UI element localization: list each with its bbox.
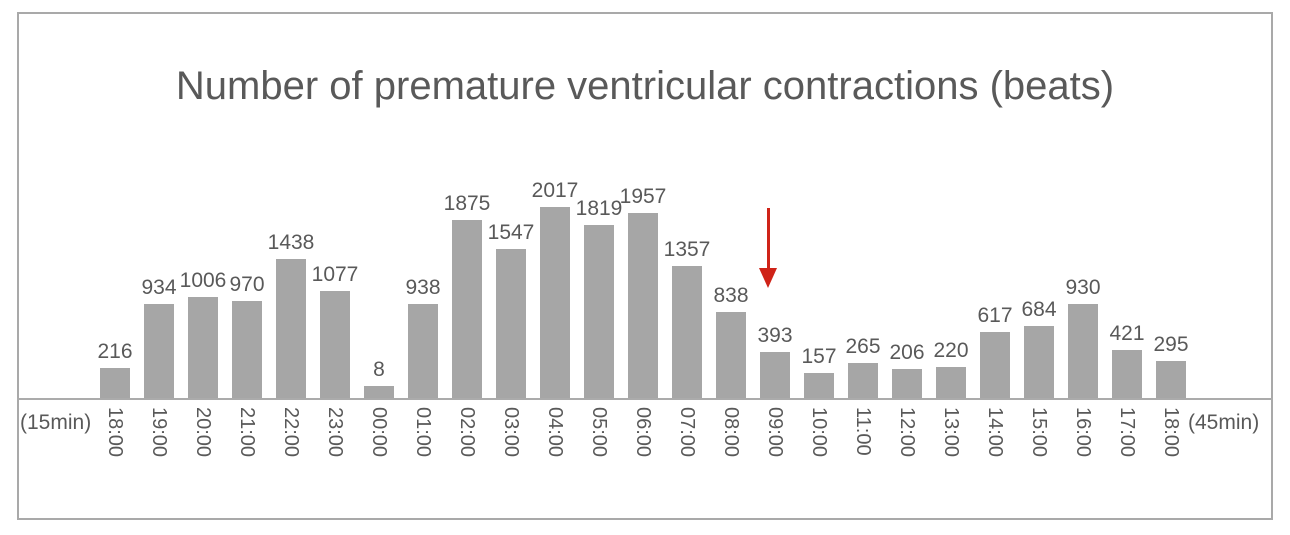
bar bbox=[760, 352, 790, 398]
x-tick-label: 23:00 bbox=[324, 407, 346, 458]
bar-value-label: 393 bbox=[757, 324, 793, 347]
bar bbox=[452, 220, 482, 398]
bar-value-label: 265 bbox=[845, 335, 881, 358]
bar bbox=[276, 259, 306, 398]
bar-value-label: 295 bbox=[1153, 333, 1189, 356]
x-tick-label: 05:00 bbox=[588, 407, 610, 458]
bar bbox=[1068, 304, 1098, 398]
bar bbox=[848, 363, 878, 398]
x-tick-label: 17:00 bbox=[1116, 407, 1138, 458]
bar bbox=[804, 373, 834, 398]
bar-value-label: 970 bbox=[229, 273, 265, 296]
bar bbox=[540, 207, 570, 398]
bar bbox=[584, 225, 614, 398]
chart-title: Number of premature ventricular contract… bbox=[175, 64, 1115, 108]
annotation-arrow-head bbox=[759, 268, 777, 288]
bar-value-label: 157 bbox=[801, 345, 837, 368]
bar bbox=[364, 386, 394, 398]
x-tick-label: 02:00 bbox=[456, 407, 478, 458]
bar-value-label: 1077 bbox=[311, 263, 359, 286]
bar bbox=[672, 266, 702, 398]
x-tick-label: 04:00 bbox=[544, 407, 566, 458]
bar-value-label: 938 bbox=[405, 276, 441, 299]
x-tick-label: 22:00 bbox=[280, 407, 302, 458]
axis-unit-right-label: (45min) bbox=[1188, 411, 1260, 434]
bar-value-label: 1819 bbox=[575, 197, 623, 220]
x-tick-label: 03:00 bbox=[500, 407, 522, 458]
bar-value-label: 220 bbox=[933, 339, 969, 362]
x-tick-label: 09:00 bbox=[764, 407, 786, 458]
x-tick-label: 12:00 bbox=[896, 407, 918, 458]
x-axis-line bbox=[17, 398, 1273, 400]
bar-value-label: 2017 bbox=[531, 179, 579, 202]
x-tick-label: 01:00 bbox=[412, 407, 434, 458]
x-tick-label: 14:00 bbox=[984, 407, 1006, 458]
x-tick-label: 19:00 bbox=[148, 407, 170, 458]
bar-value-label: 1357 bbox=[663, 238, 711, 261]
bar bbox=[716, 312, 746, 398]
x-tick-label: 06:00 bbox=[632, 407, 654, 458]
bar-value-label: 930 bbox=[1065, 276, 1101, 299]
x-tick-label: 18:00 bbox=[1160, 407, 1182, 458]
x-tick-label: 10:00 bbox=[808, 407, 830, 458]
bar bbox=[496, 249, 526, 398]
x-tick-label: 13:00 bbox=[940, 407, 962, 458]
bar bbox=[1156, 361, 1186, 398]
bar bbox=[892, 369, 922, 398]
x-tick-label: 08:00 bbox=[720, 407, 742, 458]
bar-value-label: 8 bbox=[373, 358, 385, 381]
x-tick-label: 16:00 bbox=[1072, 407, 1094, 458]
bar-value-label: 1547 bbox=[487, 221, 535, 244]
bar bbox=[1024, 326, 1054, 398]
bar-value-label: 617 bbox=[977, 304, 1013, 327]
bar bbox=[144, 304, 174, 398]
x-tick-label: 00:00 bbox=[368, 407, 390, 458]
x-tick-label: 07:00 bbox=[676, 407, 698, 458]
bar-value-label: 216 bbox=[97, 340, 133, 363]
bar-value-label: 1957 bbox=[619, 185, 667, 208]
bar-value-label: 934 bbox=[141, 276, 177, 299]
bar bbox=[100, 368, 130, 398]
bar bbox=[188, 297, 218, 398]
bar bbox=[320, 291, 350, 398]
bar-value-label: 1875 bbox=[443, 192, 491, 215]
bar bbox=[232, 301, 262, 398]
bar bbox=[408, 304, 438, 398]
bar bbox=[628, 213, 658, 398]
x-tick-label: 15:00 bbox=[1028, 407, 1050, 458]
bar bbox=[936, 367, 966, 398]
x-tick-label: 11:00 bbox=[852, 407, 874, 456]
x-tick-label: 18:00 bbox=[104, 407, 126, 458]
bar bbox=[1112, 350, 1142, 398]
bar bbox=[980, 332, 1010, 398]
bar-value-label: 838 bbox=[713, 284, 749, 307]
bar-value-label: 421 bbox=[1109, 322, 1145, 345]
bar-value-label: 1438 bbox=[267, 231, 315, 254]
annotation-arrow-shaft bbox=[767, 208, 770, 270]
bar-value-label: 206 bbox=[889, 341, 925, 364]
x-tick-label: 20:00 bbox=[192, 407, 214, 458]
x-tick-label: 21:00 bbox=[236, 407, 258, 458]
bar-value-label: 1006 bbox=[179, 269, 227, 292]
axis-unit-left-label: (15min) bbox=[20, 411, 92, 434]
bar-value-label: 684 bbox=[1021, 298, 1057, 321]
